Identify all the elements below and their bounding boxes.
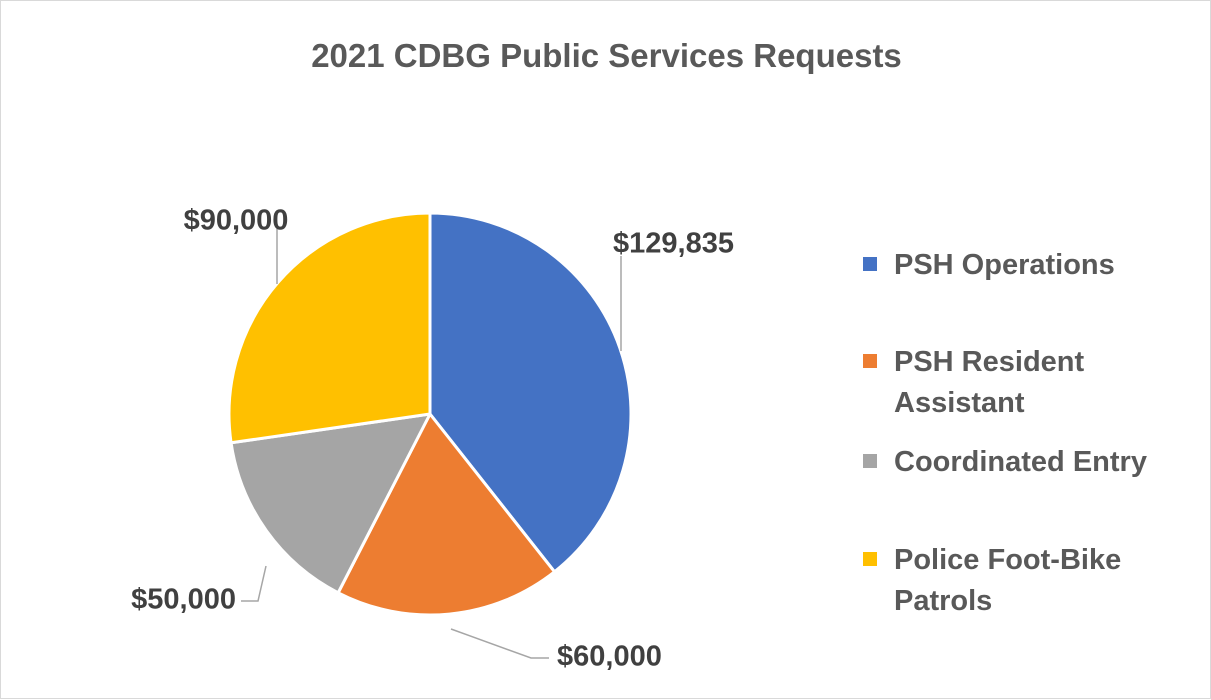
legend-swatch-police-foot-bike-patrols — [863, 552, 877, 566]
pie-slice-psh-resident-assistant — [336, 412, 557, 617]
data-label-psh-resident-assistant: $60,000 — [557, 641, 662, 673]
legend-item-psh-operations: PSH Operations — [863, 245, 1208, 286]
data-label-coordinated-entry: $50,000 — [131, 584, 236, 616]
data-label-psh-operations: $129,835 — [613, 228, 734, 260]
legend-item-coordinated-entry: Coordinated Entry — [863, 442, 1208, 483]
legend-item-police-foot-bike-patrols: Police Foot-Bike Patrols — [863, 540, 1208, 622]
legend-label-psh-resident-assistant: PSH Resident Assistant — [894, 346, 1085, 419]
pie-slice-psh-operations — [428, 211, 633, 574]
legend-label-coordinated-entry: Coordinated Entry — [894, 446, 1147, 478]
legend-swatch-psh-resident-assistant — [863, 354, 877, 368]
legend-label-psh-operations: PSH Operations — [894, 249, 1115, 281]
leader-line-coordinated-entry — [241, 565, 267, 602]
leader-line-psh-resident-assistant — [450, 628, 549, 659]
pie-slice-coordinated-entry — [229, 412, 432, 595]
legend-item-psh-resident-assistant: PSH Resident Assistant — [863, 342, 1208, 424]
data-label-police-foot-bike-patrols: $90,000 — [184, 205, 289, 237]
legend-swatch-psh-operations — [863, 257, 877, 271]
legend-label-police-foot-bike-patrols: Police Foot-Bike Patrols — [894, 544, 1122, 617]
pie-slice-police-foot-bike-patrols — [227, 211, 432, 445]
legend-swatch-coordinated-entry — [863, 454, 877, 468]
legend: PSH Operations PSH Resident Assistant Co… — [863, 1, 1208, 700]
chart-title: 2021 CDBG Public Services Requests — [311, 37, 902, 74]
